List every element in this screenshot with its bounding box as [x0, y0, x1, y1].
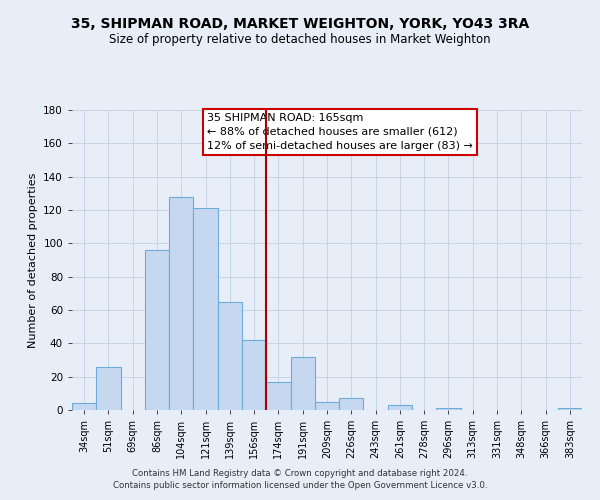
Bar: [242, 340, 266, 410]
Text: 35, SHIPMAN ROAD, MARKET WEIGHTON, YORK, YO43 3RA: 35, SHIPMAN ROAD, MARKET WEIGHTON, YORK,…: [71, 18, 529, 32]
Bar: [72, 404, 96, 410]
Bar: [436, 408, 461, 410]
Bar: [558, 408, 582, 410]
Bar: [169, 196, 193, 410]
Bar: [193, 208, 218, 410]
Text: 35 SHIPMAN ROAD: 165sqm
← 88% of detached houses are smaller (612)
12% of semi-d: 35 SHIPMAN ROAD: 165sqm ← 88% of detache…: [207, 113, 473, 151]
Bar: [218, 302, 242, 410]
Bar: [388, 405, 412, 410]
Bar: [96, 366, 121, 410]
Bar: [266, 382, 290, 410]
Bar: [339, 398, 364, 410]
Bar: [315, 402, 339, 410]
Text: Contains public sector information licensed under the Open Government Licence v3: Contains public sector information licen…: [113, 481, 487, 490]
Text: Size of property relative to detached houses in Market Weighton: Size of property relative to detached ho…: [109, 32, 491, 46]
Bar: [290, 356, 315, 410]
Bar: [145, 250, 169, 410]
Text: Contains HM Land Registry data © Crown copyright and database right 2024.: Contains HM Land Registry data © Crown c…: [132, 468, 468, 477]
Y-axis label: Number of detached properties: Number of detached properties: [28, 172, 38, 348]
